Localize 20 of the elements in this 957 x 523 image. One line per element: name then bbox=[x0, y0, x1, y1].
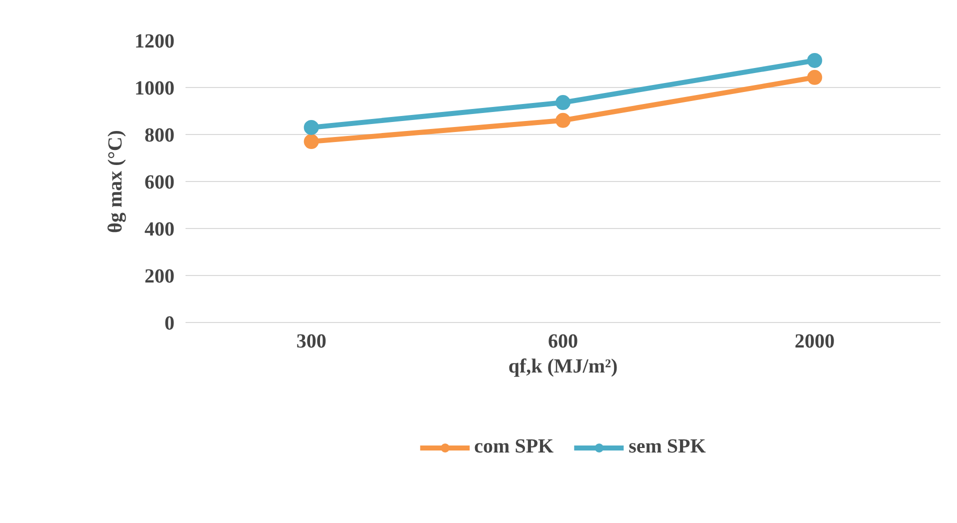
legend-label: com SPK bbox=[474, 436, 554, 458]
y-tick-label: 0 bbox=[164, 312, 174, 334]
point bbox=[556, 112, 570, 128]
y-tick-label: 1000 bbox=[134, 78, 174, 100]
y-axis-title: θg max (°C) bbox=[104, 130, 126, 233]
y-tick-label: 800 bbox=[144, 124, 174, 146]
legend-label: sem SPK bbox=[628, 436, 706, 458]
x-tick-label: 2000 bbox=[794, 330, 835, 352]
y-tick-label: 600 bbox=[144, 172, 174, 194]
x-tick-label: 600 bbox=[548, 330, 578, 352]
point bbox=[807, 70, 822, 85]
point bbox=[807, 52, 822, 68]
point bbox=[556, 95, 570, 110]
y-tick-label: 400 bbox=[144, 218, 174, 240]
y-tick-label: 200 bbox=[144, 266, 174, 288]
y-tick-label: 1200 bbox=[134, 30, 174, 52]
point bbox=[304, 134, 319, 150]
x-tick-label: 300 bbox=[296, 330, 326, 352]
x-axis-title: qf,k (MJ/m²) bbox=[508, 356, 618, 378]
point bbox=[304, 120, 319, 135]
